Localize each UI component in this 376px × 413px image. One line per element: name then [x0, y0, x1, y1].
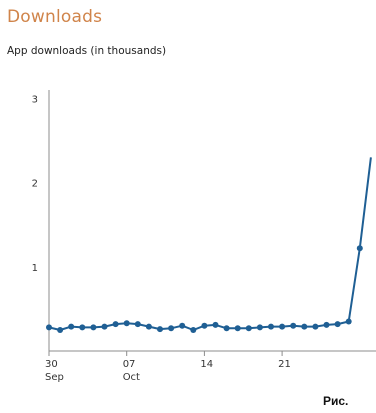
data-point[interactable] [190, 327, 197, 333]
x-tick-label: 21 [278, 359, 291, 370]
data-point[interactable] [134, 321, 141, 328]
y-axis: 1 2 3 [32, 90, 50, 351]
data-point[interactable] [145, 323, 152, 330]
x-tick-sublabel: Sep [45, 372, 64, 383]
data-point[interactable] [79, 324, 86, 331]
x-tick-label: 07 [123, 359, 136, 370]
chart-subtitle: App downloads (in thousands) [7, 45, 167, 57]
data-point[interactable] [268, 323, 274, 330]
data-point[interactable] [90, 324, 97, 331]
data-point[interactable] [212, 321, 219, 328]
y-tick-label: 3 [32, 94, 38, 105]
x-axis: 30 Sep 07 Oct 14 21 [45, 350, 376, 383]
data-point[interactable] [101, 323, 108, 330]
data-point[interactable] [201, 322, 208, 329]
data-point[interactable] [279, 323, 286, 330]
data-point[interactable] [68, 323, 75, 330]
series-line-group [46, 157, 372, 333]
data-point[interactable] [223, 325, 230, 332]
data-point[interactable] [157, 326, 163, 333]
data-point[interactable] [168, 325, 175, 332]
data-point[interactable] [123, 320, 130, 327]
data-point[interactable] [256, 324, 263, 331]
data-point[interactable] [323, 321, 330, 328]
data-point[interactable] [179, 322, 186, 329]
data-point[interactable] [301, 323, 308, 330]
data-point[interactable] [290, 322, 297, 329]
data-point[interactable] [345, 318, 352, 325]
y-tick-label: 1 [32, 263, 38, 274]
series-line [48, 157, 372, 331]
x-tick-label: 14 [200, 359, 213, 370]
chart-title: Downloads [7, 7, 103, 27]
data-point[interactable] [46, 324, 52, 331]
y-tick-label: 2 [32, 179, 38, 190]
data-point[interactable] [334, 321, 341, 328]
data-point[interactable] [356, 245, 363, 252]
data-point[interactable] [245, 325, 252, 332]
x-tick-sublabel: Oct [123, 372, 140, 383]
figure-caption: Рис. [323, 394, 349, 408]
data-point[interactable] [312, 323, 319, 330]
x-tick-label: 30 [45, 359, 58, 370]
data-point[interactable] [112, 321, 119, 328]
data-point[interactable] [57, 327, 64, 333]
data-point[interactable] [234, 325, 241, 332]
